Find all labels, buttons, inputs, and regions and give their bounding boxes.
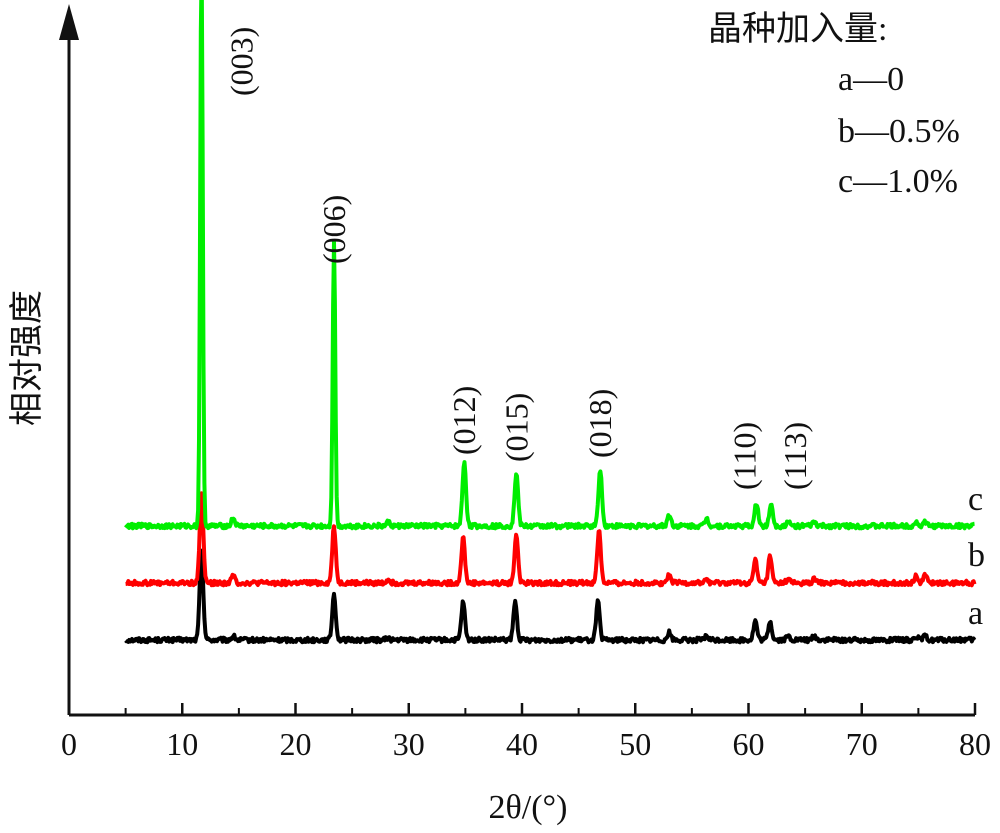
x-tick-label: 70: [846, 726, 878, 762]
curve-labels: c b a: [968, 481, 985, 632]
x-axis-title: 2θ/(°): [489, 789, 568, 826]
peak-label: (110): [726, 422, 762, 490]
legend-entry-b: b—0.5%: [838, 113, 960, 150]
peak-label: (015): [498, 393, 534, 462]
legend: 晶种加入量: a—0 b—0.5% c—1.0%: [708, 11, 960, 200]
series-line-a: [124, 548, 977, 645]
legend-title: 晶种加入量:: [708, 11, 887, 48]
x-tick-label: 60: [733, 726, 765, 762]
x-tick-label: 0: [61, 726, 77, 762]
legend-entry-a: a—0: [838, 61, 904, 98]
y-axis-title: 相对强度: [8, 290, 46, 426]
series-layer: [124, 0, 977, 645]
peak-labels: (003) (006) (012) (015) (018) (110) (113): [224, 27, 814, 490]
x-tick-label: 50: [619, 726, 651, 762]
x-tick-label: 20: [280, 726, 312, 762]
x-tick-label: 80: [959, 726, 991, 762]
curve-label-a: a: [968, 595, 983, 632]
y-axis-arrow: [59, 4, 79, 40]
peak-label: (018): [582, 389, 618, 458]
legend-entry-c: c—1.0%: [838, 163, 958, 200]
series-line-b: [124, 491, 977, 588]
peak-label: (003): [224, 27, 260, 96]
curve-label-b: b: [968, 537, 985, 574]
curve-label-c: c: [968, 481, 983, 518]
peak-label: (012): [446, 386, 482, 455]
series-line-c: [124, 0, 976, 531]
x-ticks: 0 10 20 30 40 50 60 70 80: [61, 703, 991, 762]
x-tick-label: 30: [393, 726, 425, 762]
peak-label: (006): [316, 195, 352, 264]
peak-label: (113): [777, 422, 813, 490]
x-tick-label: 10: [166, 726, 198, 762]
x-tick-label: 40: [506, 726, 538, 762]
